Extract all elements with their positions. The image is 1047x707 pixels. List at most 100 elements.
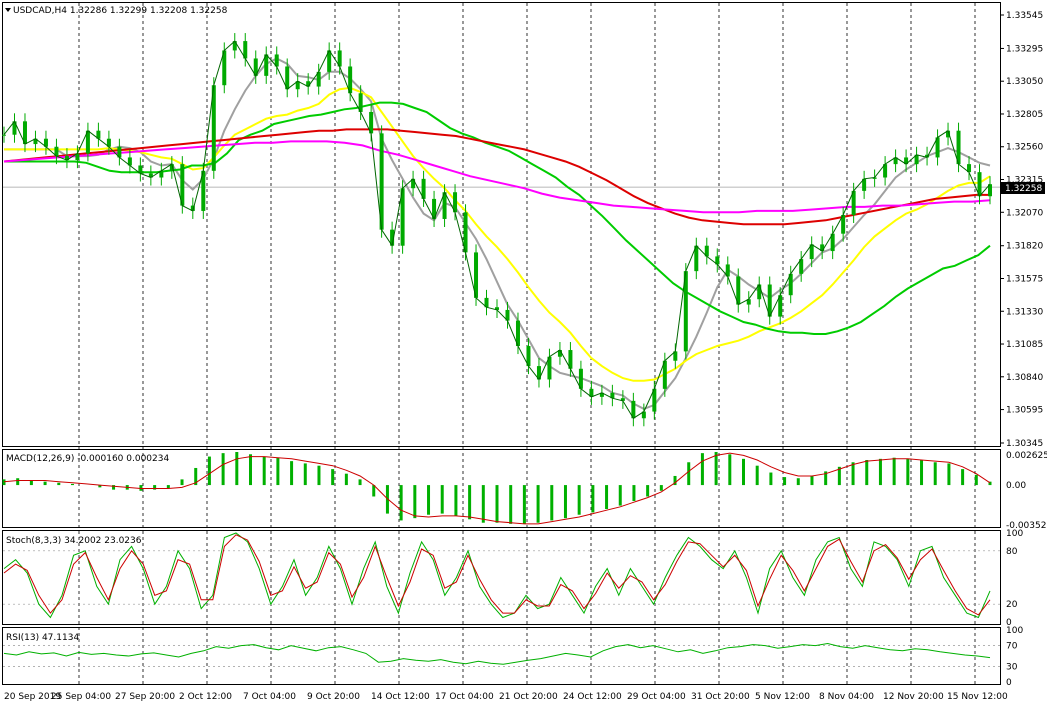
x-tick-label: 14 Oct 12:00 xyxy=(371,692,430,702)
price-candle xyxy=(662,360,667,389)
current-price-label: 1.32258 xyxy=(1005,184,1042,194)
price-close-line xyxy=(3,40,991,419)
price-candle xyxy=(862,178,867,191)
price-candle xyxy=(232,41,237,51)
macd-signal-line xyxy=(3,452,991,525)
dropdown-triangle-icon[interactable] xyxy=(5,8,11,12)
price-candle xyxy=(64,156,69,161)
rsi-title: RSI(13) 47.1134 xyxy=(6,633,79,643)
price-candle xyxy=(872,177,877,179)
x-tick-label: 31 Oct 20:00 xyxy=(691,692,750,702)
price-candle xyxy=(54,146,59,157)
macd-y-tick-label: 0.002625 xyxy=(1006,451,1047,461)
price-candle xyxy=(820,244,825,252)
y-tick-label: 1.33545 xyxy=(1006,11,1043,21)
price-candle xyxy=(306,81,311,87)
price-candle xyxy=(757,284,762,300)
price-candle xyxy=(977,172,982,197)
price-candle xyxy=(631,400,636,419)
price-candle xyxy=(463,212,468,253)
main-series xyxy=(2,33,1000,427)
y-tick-label: 1.31085 xyxy=(1006,340,1043,350)
y-tick-label: 1.33295 xyxy=(1006,44,1043,54)
price-candle xyxy=(914,154,919,165)
price-candle xyxy=(432,198,437,219)
price-candle xyxy=(956,130,961,165)
price-candle xyxy=(379,133,384,230)
price-candle xyxy=(264,54,269,76)
x-tick-label: 5 Nov 12:00 xyxy=(755,692,810,702)
price-candle xyxy=(12,121,17,135)
price-candle xyxy=(369,111,374,134)
price-candle xyxy=(536,366,541,380)
price-candle xyxy=(85,130,90,154)
y-tick-label: 1.30840 xyxy=(1006,373,1043,383)
price-candle xyxy=(484,297,489,308)
current-price-badge xyxy=(1001,182,1045,194)
x-tick-label: 20 Sep 2019 xyxy=(4,692,61,702)
price-candle xyxy=(641,411,646,419)
y-tick-label: 1.33050 xyxy=(1006,77,1043,87)
stoch-y-tick-label: 20 xyxy=(1006,600,1018,610)
price-candle xyxy=(274,54,279,67)
price-candle xyxy=(201,170,206,211)
price-candle xyxy=(694,245,699,272)
macd-y-tick-label: 0.00 xyxy=(1006,481,1026,491)
rsi-panel xyxy=(2,627,1001,685)
price-candle xyxy=(767,284,772,317)
stoch-panel xyxy=(2,530,1001,625)
moving-average-line xyxy=(4,101,991,335)
price-candle xyxy=(211,85,216,171)
price-candle xyxy=(43,138,48,147)
price-candle xyxy=(589,388,594,397)
price-candle xyxy=(337,50,342,67)
price-candle xyxy=(809,244,814,260)
price-candle xyxy=(411,178,416,189)
moving-average-line xyxy=(4,57,991,410)
moving-average-line xyxy=(3,140,991,214)
stoch-series xyxy=(3,532,1000,619)
price-candle xyxy=(778,295,783,317)
main-panel xyxy=(2,2,1001,447)
stoch-y-tick-label: 0 xyxy=(1006,618,1012,628)
price-candle xyxy=(851,190,856,215)
price-candle xyxy=(673,351,678,361)
price-candle xyxy=(830,233,835,252)
price-candle xyxy=(883,164,888,178)
price-candle xyxy=(515,320,520,347)
price-candle xyxy=(96,130,101,139)
price-candle xyxy=(967,164,972,173)
price-candle xyxy=(253,58,258,76)
price-candle xyxy=(578,368,583,389)
price-candle xyxy=(2,134,6,136)
price-candle xyxy=(117,146,122,158)
price-candle xyxy=(180,164,185,206)
price-candle xyxy=(285,66,290,90)
price-candle xyxy=(222,50,227,86)
y-tick-label: 1.32070 xyxy=(1006,208,1043,218)
price-candle xyxy=(704,245,709,257)
y-tick-label: 1.32315 xyxy=(1006,176,1043,186)
x-tick-label: 29 Oct 04:00 xyxy=(627,692,686,702)
macd-title: MACD(12,26,9) -0.000160 0.000234 xyxy=(6,454,169,464)
price-candle xyxy=(505,309,510,321)
y-tick-label: 1.32560 xyxy=(1006,143,1043,153)
macd-y-tick-label: -0.00352 xyxy=(1006,521,1046,531)
price-candle xyxy=(988,184,992,197)
price-candle xyxy=(453,192,458,213)
main-title: USDCAD,H4 1.32286 1.32299 1.32208 1.3225… xyxy=(13,6,228,16)
price-candle xyxy=(348,66,353,94)
price-candle xyxy=(474,252,479,298)
y-tick-labels: 1.33545 1.33295 1.33050 1.32805 1.32560 1.323… xyxy=(1000,11,1047,688)
price-candle xyxy=(935,137,940,158)
price-candle xyxy=(358,93,363,112)
stoch-y-tick-label: 80 xyxy=(1006,547,1018,557)
price-candle xyxy=(138,165,143,174)
y-tick-label: 1.30595 xyxy=(1006,406,1043,416)
x-tick-label: 17 Oct 04:00 xyxy=(435,692,494,702)
x-tick-label: 15 Nov 12:00 xyxy=(947,692,1008,702)
x-tick-label: 2 Oct 12:00 xyxy=(179,692,232,702)
x-tick-label: 24 Oct 12:00 xyxy=(563,692,622,702)
